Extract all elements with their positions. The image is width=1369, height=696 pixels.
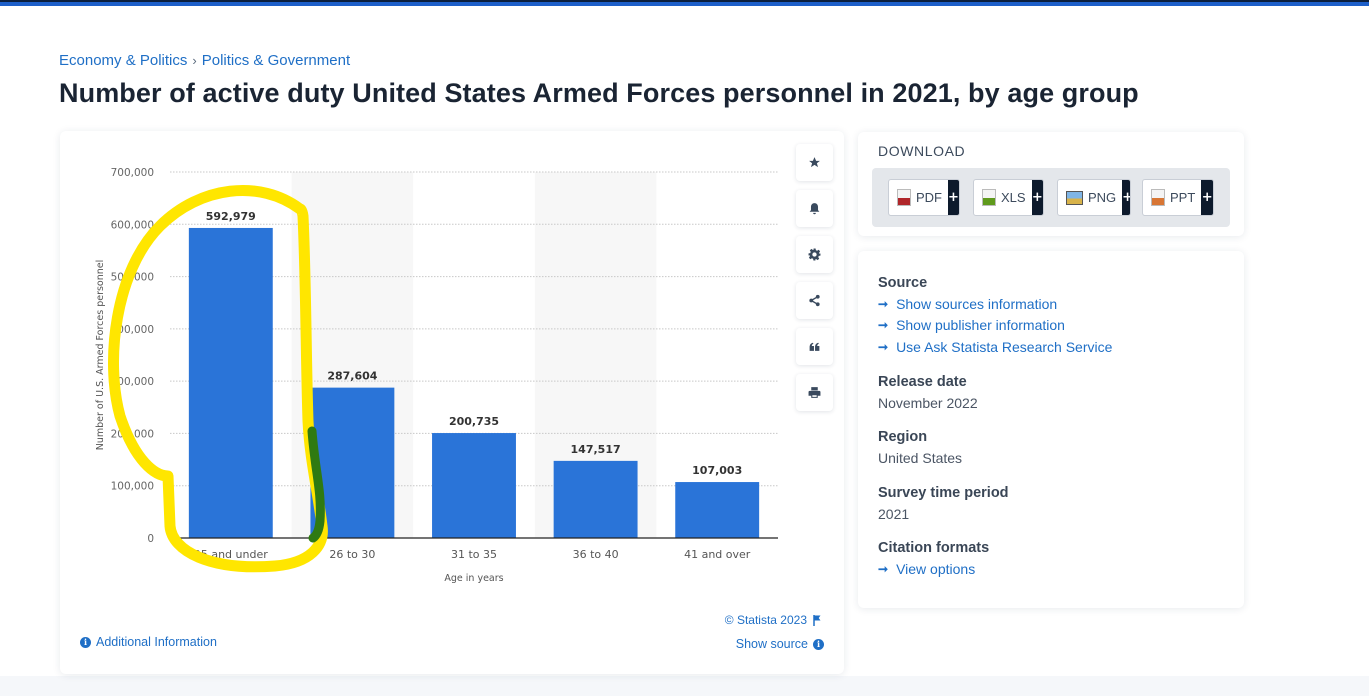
download-pdf-label: PDF	[916, 190, 942, 205]
arrow-right-icon: ➞	[878, 340, 889, 354]
bar	[675, 482, 760, 538]
citation-formats-heading: Citation formats	[878, 540, 990, 556]
survey-period-heading: Survey time period	[878, 485, 1009, 501]
page-background-footer	[0, 676, 1369, 696]
x-tick-label: 26 to 30	[329, 548, 375, 561]
info-icon: i	[80, 636, 91, 648]
page-title: Number of active duty United States Arme…	[59, 78, 1139, 108]
xls-file-icon	[982, 189, 996, 206]
data-label: 200,735	[449, 415, 499, 428]
y-tick-label: 600,000	[111, 219, 154, 231]
copyright-label: © Statista 2023	[724, 613, 807, 627]
x-tick-label: 41 and over	[684, 548, 751, 561]
show-sources-link[interactable]: ➞ Show sources information	[878, 296, 1057, 312]
x-tick-label: 36 to 40	[573, 548, 619, 561]
bar	[553, 460, 638, 538]
highlight-overlap-segment	[307, 426, 325, 543]
arrow-right-icon: ➞	[878, 297, 889, 311]
plus-icon: +	[1031, 180, 1043, 215]
arrow-right-icon: ➞	[878, 318, 889, 332]
plus-icon: +	[948, 180, 959, 215]
breadcrumb: Economy & Politics › Politics & Governme…	[59, 52, 350, 69]
bar	[432, 433, 516, 538]
cite-button[interactable]	[796, 328, 833, 365]
ppt-file-icon	[1151, 189, 1165, 206]
plus-icon: +	[1201, 180, 1213, 215]
print-button[interactable]	[796, 374, 833, 411]
info-icon: i	[813, 638, 824, 650]
ask-statista-label: Use Ask Statista Research Service	[896, 339, 1113, 355]
download-ppt-button[interactable]: PPT +	[1142, 179, 1214, 216]
download-png-button[interactable]: PNG +	[1057, 179, 1131, 216]
breadcrumb-economy-politics[interactable]: Economy & Politics	[59, 52, 188, 69]
x-tick-label: 31 to 35	[451, 548, 497, 561]
release-date-value: November 2022	[878, 395, 978, 411]
y-tick-label: 300,000	[111, 376, 154, 388]
additional-information-label: Additional Information	[96, 635, 217, 649]
x-axis-title: Age in years	[444, 573, 503, 584]
bar-chart: 0100,000200,000300,000400,000500,000600,…	[95, 167, 778, 584]
region-heading: Region	[878, 429, 928, 445]
bar	[188, 227, 273, 538]
highlight-annotation	[108, 185, 328, 573]
favorite-button[interactable]	[796, 144, 833, 181]
breadcrumb-politics-government[interactable]: Politics & Government	[201, 52, 351, 69]
download-pdf-button[interactable]: PDF +	[888, 179, 960, 216]
gear-icon	[808, 248, 821, 261]
show-source-label: Show source	[735, 637, 808, 651]
download-xls-label: XLS	[1001, 190, 1026, 205]
arrow-right-icon: ➞	[878, 562, 889, 576]
y-tick-label: 700,000	[111, 167, 154, 179]
pdf-file-icon	[897, 189, 911, 206]
download-xls-button[interactable]: XLS +	[973, 179, 1044, 216]
view-citation-options-link[interactable]: ➞ View options	[878, 561, 975, 577]
print-icon	[808, 387, 821, 398]
copyright: © Statista 2023	[725, 613, 822, 627]
data-label: 287,604	[327, 370, 377, 383]
download-title: DOWNLOAD	[878, 143, 966, 159]
png-image-icon	[1066, 190, 1083, 205]
y-tick-label: 100,000	[111, 481, 154, 493]
notification-button[interactable]	[796, 190, 833, 227]
additional-information-link[interactable]: i Additional Information	[80, 635, 217, 649]
view-options-label: View options	[896, 561, 976, 577]
download-ppt-label: PPT	[1170, 190, 1196, 205]
y-axis-title: Number of U.S. Armed Forces personnel	[95, 260, 106, 451]
show-publisher-label: Show publisher information	[896, 317, 1065, 333]
settings-button[interactable]	[796, 236, 833, 273]
data-label: 147,517	[571, 443, 621, 456]
source-heading: Source	[878, 275, 928, 291]
top-accent-bar	[0, 0, 1369, 6]
breadcrumb-separator: ›	[192, 53, 197, 68]
bell-icon	[809, 203, 820, 215]
show-publisher-link[interactable]: ➞ Show publisher information	[878, 317, 1065, 333]
show-source-link[interactable]: Show source i	[736, 637, 824, 651]
y-tick-label: 0	[147, 533, 154, 545]
ask-statista-link[interactable]: ➞ Use Ask Statista Research Service	[878, 339, 1112, 355]
statistic-info-card	[858, 251, 1244, 608]
share-icon	[809, 294, 820, 307]
flag-icon	[813, 614, 821, 626]
release-date-heading: Release date	[878, 374, 967, 390]
star-icon	[809, 157, 820, 168]
quote-icon	[809, 342, 820, 351]
data-label: 107,003	[692, 464, 742, 477]
show-sources-label: Show sources information	[896, 296, 1058, 312]
survey-period-value: 2021	[878, 506, 910, 522]
region-value: United States	[878, 450, 963, 466]
plus-icon: +	[1122, 180, 1130, 215]
share-button[interactable]	[796, 282, 833, 319]
data-label: 592,979	[206, 210, 256, 223]
download-png-label: PNG	[1088, 190, 1117, 205]
